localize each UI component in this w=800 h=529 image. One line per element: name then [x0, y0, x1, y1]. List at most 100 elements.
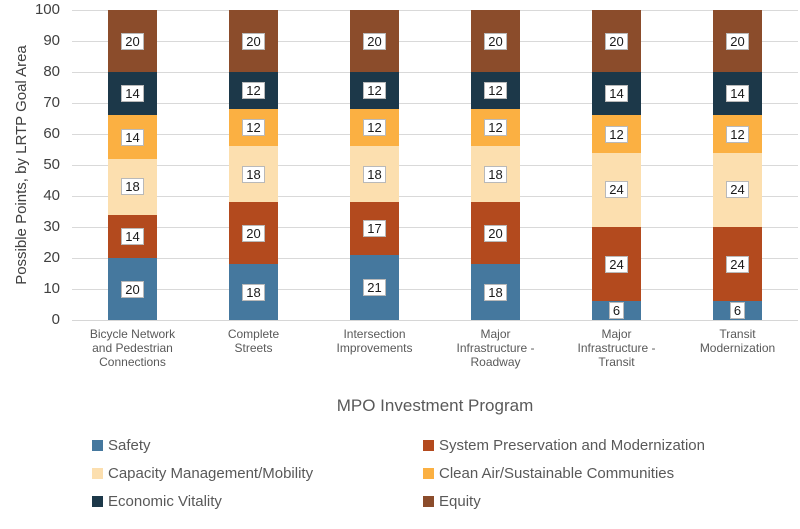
legend-label: Capacity Management/Mobility	[108, 465, 314, 482]
bar-value-label: 14	[121, 128, 144, 146]
y-tick-label: 100	[34, 1, 60, 18]
bar-value-label: 14	[605, 85, 628, 103]
bar-value-label: 20	[363, 32, 386, 50]
bar-value-label: 18	[363, 165, 386, 183]
bar-value-label: 14	[726, 85, 749, 103]
bar-segment: 6	[713, 301, 762, 320]
y-tick-label: 20	[43, 249, 60, 266]
bar-value-label: 20	[242, 224, 265, 242]
legend-item: Clean Air/Sustainable Communities	[423, 465, 705, 482]
gridline	[72, 72, 798, 73]
bar-value-label: 20	[605, 32, 628, 50]
x-category-label: Major Infrastructure - Roadway	[456, 327, 535, 369]
bar-value-label: 20	[484, 32, 507, 50]
bar-segment: 20	[713, 10, 762, 73]
bar-segment: 24	[592, 152, 641, 228]
y-tick-label: 60	[43, 125, 60, 142]
stacked-bar: 6 24 24 12 14 20	[713, 10, 762, 320]
legend-item: Equity	[423, 493, 705, 510]
bar-segment: 18	[229, 146, 278, 203]
bar-value-label: 24	[726, 181, 749, 199]
legend-item: Capacity Management/Mobility	[92, 465, 423, 482]
bar-segment: 20	[592, 10, 641, 73]
bar-segment: 20	[229, 10, 278, 73]
bar-segment: 21	[350, 254, 399, 320]
bar-segment: 14	[108, 115, 157, 159]
bar-value-label: 12	[726, 125, 749, 143]
bar-value-label: 18	[242, 165, 265, 183]
chart-legend: Safety System Preservation and Modernizat…	[92, 437, 705, 510]
legend-label: Clean Air/Sustainable Communities	[439, 465, 675, 482]
bar-segment: 12	[471, 72, 520, 110]
legend-swatch	[423, 468, 434, 479]
bar-segment: 18	[471, 264, 520, 320]
legend-swatch	[423, 496, 434, 507]
y-tick-label: 70	[43, 94, 60, 111]
bar-value-label: 20	[484, 224, 507, 242]
gridline	[72, 10, 798, 11]
bar-segment: 17	[350, 202, 399, 255]
bar-segment: 12	[471, 109, 520, 147]
bar-value-label: 24	[726, 255, 749, 273]
gridline	[72, 165, 798, 166]
bar-segment: 14	[592, 72, 641, 116]
gridline	[72, 134, 798, 135]
bar-segment: 18	[350, 146, 399, 203]
bar-segment: 20	[108, 10, 157, 73]
legend-swatch	[92, 440, 103, 451]
y-tick-label: 80	[43, 63, 60, 80]
bar-value-label: 21	[363, 278, 386, 296]
bar-value-label: 24	[605, 255, 628, 273]
legend-swatch	[92, 496, 103, 507]
bar-segment: 20	[471, 10, 520, 73]
gridline	[72, 258, 798, 259]
bar-segment: 20	[229, 202, 278, 265]
x-category-label: Major Infrastructure - Transit	[577, 327, 656, 369]
stacked-bar: 6 24 24 12 14 20	[592, 10, 641, 320]
legend-swatch	[423, 440, 434, 451]
bar-segment: 20	[108, 258, 157, 320]
y-tick-label: 10	[43, 280, 60, 297]
bar-segment: 24	[713, 152, 762, 228]
legend-swatch	[92, 468, 103, 479]
y-tick-label: 30	[43, 218, 60, 235]
bar-segment: 12	[713, 115, 762, 153]
legend-label: Safety	[108, 437, 151, 454]
gridline	[72, 196, 798, 197]
y-tick-label: 40	[43, 187, 60, 204]
bar-value-label: 12	[605, 125, 628, 143]
legend-item: Safety	[92, 437, 423, 454]
legend-item: System Preservation and Modernization	[423, 437, 705, 454]
plot-area: 20 14 18 14 14 20 18 20 18 12 12 20 21 17 18 12 12 20 18 20…	[72, 10, 798, 321]
bar-segment: 14	[108, 214, 157, 258]
gridline	[72, 103, 798, 104]
bar-segment: 24	[592, 227, 641, 302]
x-category-label: Intersection Improvements	[336, 327, 413, 355]
bar-value-label: 20	[121, 32, 144, 50]
bar-value-label: 18	[121, 178, 144, 196]
gridline	[72, 227, 798, 228]
bar-segment: 18	[229, 264, 278, 320]
bar-segment: 18	[108, 158, 157, 215]
gridline	[72, 289, 798, 290]
bar-value-label: 24	[605, 181, 628, 199]
x-axis-title: MPO Investment Program	[336, 396, 534, 415]
bar-segment: 6	[592, 301, 641, 320]
gridline	[72, 41, 798, 42]
bar-value-label: 12	[242, 119, 265, 137]
bar-segment: 12	[229, 109, 278, 147]
x-category-label: Complete Streets	[227, 327, 280, 355]
bar-segment: 14	[713, 72, 762, 116]
bar-value-label: 12	[484, 119, 507, 137]
bar-segment: 12	[592, 115, 641, 153]
x-category-label: Transit Modernization	[699, 327, 776, 355]
bar-value-label: 12	[484, 82, 507, 100]
y-tick-label: 0	[51, 311, 60, 328]
bar-value-label: 14	[121, 227, 144, 245]
bar-value-label: 12	[242, 82, 265, 100]
bar-segment: 12	[350, 109, 399, 147]
y-tick-label: 50	[43, 156, 60, 173]
bar-segment: 12	[350, 72, 399, 110]
bar-segment: 14	[108, 72, 157, 116]
